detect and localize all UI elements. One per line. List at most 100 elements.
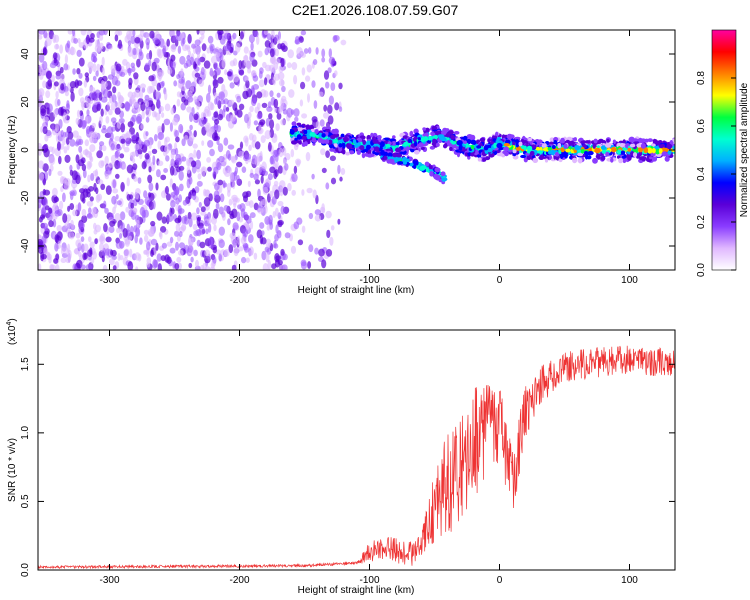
- spectrogram-cell: [167, 67, 173, 75]
- spectrogram-cell: [85, 34, 90, 45]
- spectrogram-ridge-cell: [512, 149, 517, 154]
- spectrogram-cell: [314, 247, 319, 255]
- spectrogram-cell: [264, 216, 271, 225]
- spectrogram-cell: [284, 163, 289, 171]
- spectrogram-cell: [200, 206, 206, 213]
- spectrogram-cell: [164, 144, 170, 154]
- spectrogram-cell: [110, 143, 115, 151]
- spectrogram-cell: [182, 199, 188, 206]
- spectrogram-cell: [264, 130, 271, 140]
- spectrogram-cell: [246, 153, 252, 160]
- spectrogram-cell: [201, 167, 206, 177]
- spectrogram-cell: [43, 30, 48, 39]
- spectrogram-cell: [43, 247, 48, 255]
- spectrogram-cell: [58, 119, 63, 129]
- spectrogram-ridge-cell: [415, 160, 419, 166]
- spectrogram-ridge-cell: [471, 140, 477, 145]
- spectrogram-ridge-cell: [395, 153, 402, 158]
- spectrogram-cell: [200, 67, 205, 76]
- spectrogram-cell: [266, 224, 271, 231]
- spectrogram-ridge-cell: [450, 134, 455, 140]
- spectrogram-cell: [193, 75, 198, 85]
- spectrogram-cell: [100, 183, 106, 190]
- spectrogram-cell: [93, 229, 98, 235]
- spectrogram-ridge-cell: [506, 133, 513, 140]
- spectrogram-cell: [145, 131, 149, 137]
- spectrogram-cell: [330, 225, 335, 231]
- y-tick-label: 1.5: [20, 357, 31, 371]
- spectrogram-cell: [307, 261, 312, 269]
- spectrogram-cell: [215, 95, 220, 106]
- spectrogram-cell: [243, 46, 249, 54]
- spectrogram-cell: [65, 137, 70, 145]
- spectrogram-cell: [193, 149, 197, 159]
- spectrogram-cell: [308, 244, 314, 253]
- spectrogram-ridge-cell: [348, 150, 355, 155]
- spectrogram-cell: [232, 58, 238, 67]
- spectrogram-cell: [177, 45, 182, 54]
- spectrogram-cell: [128, 67, 132, 77]
- spectrogram-cell: [189, 56, 194, 66]
- spectrogram-cell: [281, 95, 287, 102]
- spectrogram-cell: [233, 246, 239, 257]
- spectrogram-cell: [236, 161, 243, 168]
- y-tick-label: 0.5: [20, 494, 31, 508]
- spectrogram-cell: [157, 125, 163, 132]
- spectrogram-cell: [140, 101, 146, 112]
- spectrogram-cell: [136, 58, 141, 68]
- spectrogram-cell: [196, 30, 200, 35]
- spectrogram-ridge-cell: [632, 152, 638, 158]
- spectrogram-cell: [43, 148, 50, 158]
- spectrogram-cell: [216, 125, 221, 133]
- spectrogram-ridge-cell: [380, 149, 385, 156]
- spectrogram-cell: [42, 80, 47, 89]
- spectrogram-ridge-cell: [640, 143, 646, 149]
- spectrogram-ridge-cell: [342, 136, 349, 142]
- spectrogram-cell: [323, 104, 328, 112]
- spectrogram-cell: [207, 84, 212, 95]
- spectrogram-cell: [280, 57, 285, 68]
- spectrogram-cell: [247, 180, 251, 188]
- spectrogram-cell: [90, 257, 95, 265]
- spectrogram-cell: [278, 107, 282, 115]
- spectrogram-cell: [270, 30, 275, 39]
- spectrogram-ridge-cell: [475, 149, 479, 155]
- spectrogram-cell: [42, 163, 49, 172]
- spectrogram-cell: [88, 37, 95, 43]
- spectrogram-cell: [256, 91, 263, 99]
- spectrogram-cell: [117, 30, 123, 36]
- spectrogram-cell: [232, 199, 238, 206]
- spectrogram-cell: [321, 167, 327, 174]
- spectrogram-cell: [275, 48, 279, 57]
- spectrogram-cell: [222, 108, 226, 118]
- spectrogram-cell: [164, 91, 168, 101]
- spectrogram-ridge-cell: [541, 143, 547, 148]
- spectrogram-cell: [81, 120, 87, 130]
- spectrogram-cell: [280, 119, 286, 126]
- spectrogram-cell: [176, 98, 181, 107]
- spectrogram-cell: [268, 113, 273, 120]
- spectrogram-cell: [77, 38, 81, 44]
- spectrogram-cell: [320, 148, 326, 156]
- spectrogram-cell: [257, 102, 261, 111]
- spectrogram-cell: [181, 96, 186, 103]
- spectrogram-cell: [166, 38, 170, 47]
- spectrogram-cell: [209, 67, 214, 77]
- spectrogram-cell: [129, 248, 133, 258]
- spectrogram-cell: [276, 230, 282, 239]
- spectrogram-cell: [78, 87, 84, 97]
- spectrogram-ridge-cell: [403, 160, 407, 165]
- spectrogram-cell: [249, 220, 254, 230]
- spectrogram-cell: [61, 136, 66, 146]
- spectrogram-cell: [254, 156, 261, 167]
- spectrogram-cell: [265, 238, 272, 248]
- spectrogram-cell: [251, 87, 256, 97]
- spectrogram-cell: [84, 72, 90, 78]
- spectrogram-cell: [178, 249, 184, 256]
- snr-y-multiplier: (x104): [6, 318, 18, 345]
- spectrogram-cell: [94, 95, 99, 101]
- spectrogram-cell: [206, 93, 211, 103]
- spectrogram-cell: [76, 109, 81, 118]
- spectrogram-ridge-cell: [440, 171, 446, 177]
- spectrogram-ridge-cell: [365, 140, 372, 147]
